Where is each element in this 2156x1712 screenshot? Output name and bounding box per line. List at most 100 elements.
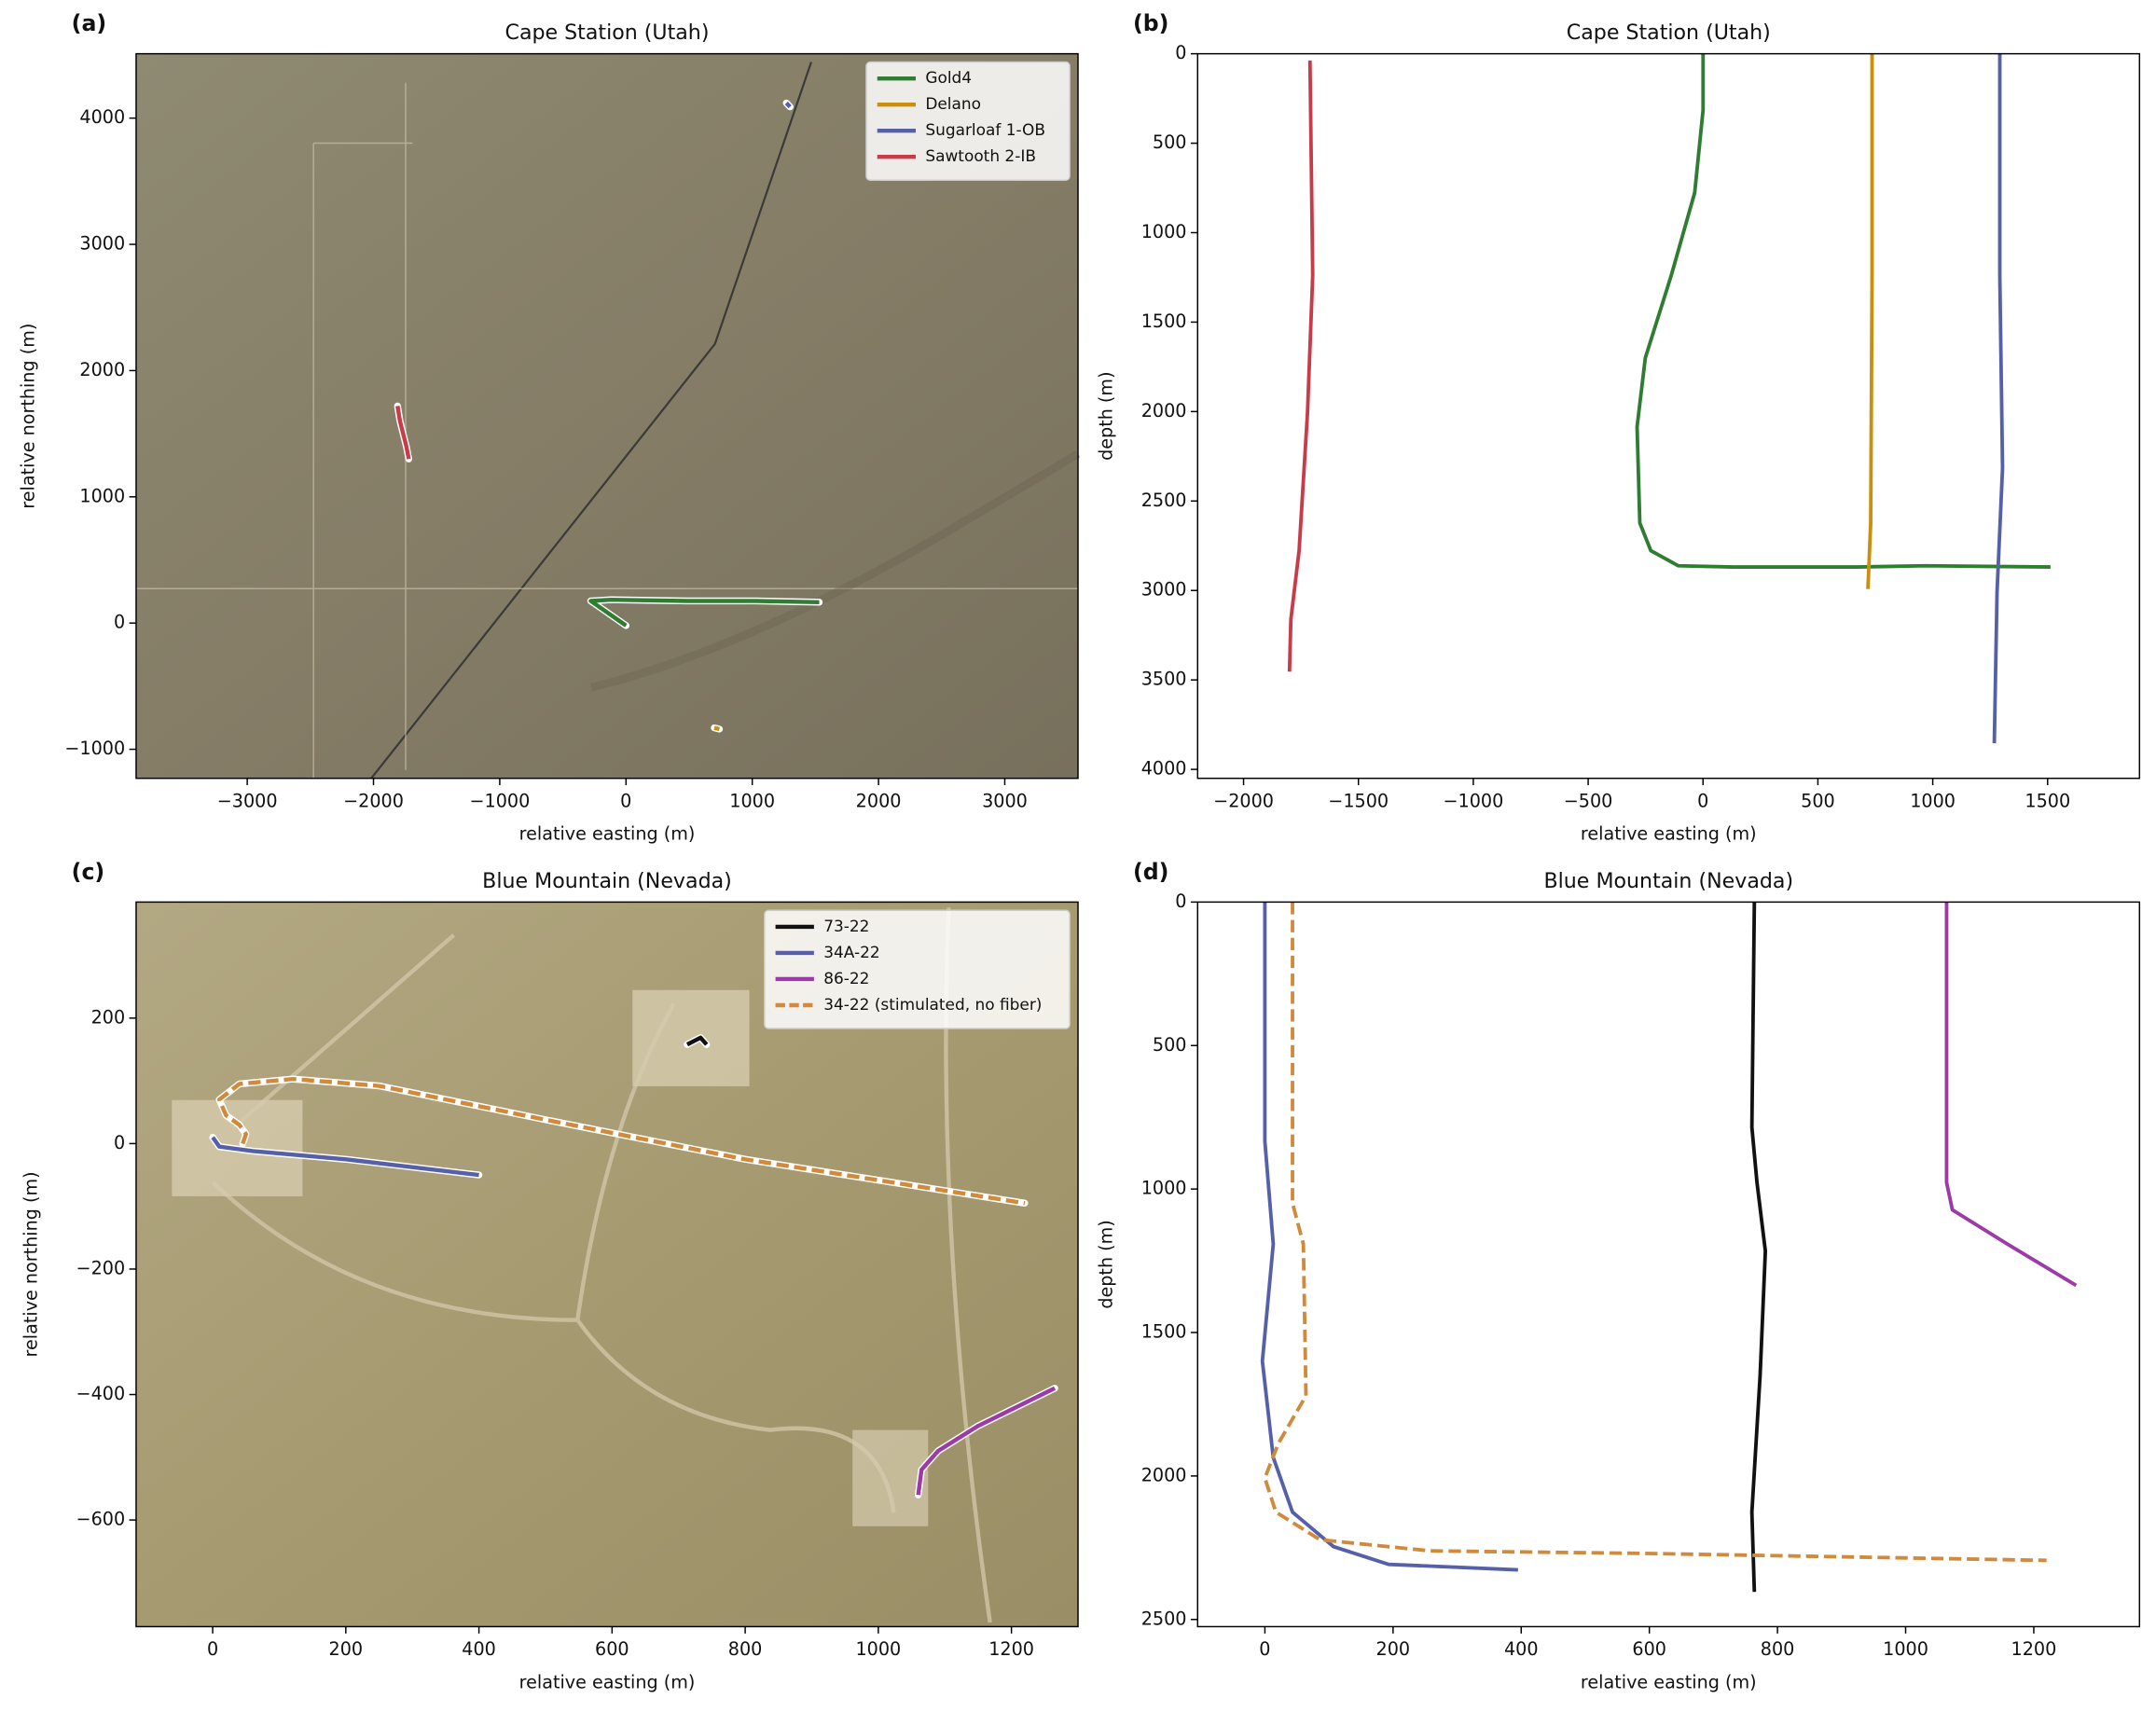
- panel-label: (d): [1133, 859, 1168, 885]
- chart-title: Blue Mountain (Nevada): [482, 869, 732, 893]
- x-tick-label: 0: [1259, 1638, 1270, 1660]
- x-tick-label: 600: [595, 1638, 629, 1660]
- y-tick-label: 1000: [79, 485, 125, 506]
- y-tick-label: 0: [1175, 891, 1186, 912]
- y-tick-label: −1000: [64, 738, 125, 759]
- legend-box: [865, 61, 1071, 182]
- x-tick-label: 0: [1697, 790, 1708, 811]
- x-tick-label: −3000: [217, 790, 278, 811]
- axes-frame: [1196, 901, 2141, 1628]
- x-tick-label: 1500: [2025, 790, 2070, 811]
- x-tick-label: 1000: [1883, 1638, 1928, 1660]
- x-tick-label: 400: [1504, 1638, 1539, 1660]
- y-tick-label: 1500: [1141, 311, 1187, 332]
- y-tick-label: 1000: [1141, 221, 1187, 242]
- well-trajectory: [1263, 902, 2047, 1563]
- x-tick-label: 200: [1376, 1638, 1411, 1660]
- x-tick-label: 1200: [988, 1638, 1034, 1660]
- y-tick-label: 2000: [1141, 400, 1187, 421]
- axes-frame: [1196, 52, 2141, 780]
- well-trajectory: [784, 101, 792, 109]
- well-trajectory: [211, 1136, 479, 1178]
- panel-label: (a): [72, 10, 106, 36]
- legend-label: Gold4: [925, 68, 972, 87]
- x-tick-label: 600: [1632, 1638, 1666, 1660]
- y-axis-label: depth (m): [1095, 371, 1116, 460]
- x-tick-label: −500: [1564, 790, 1613, 811]
- x-tick-label: 0: [620, 790, 631, 811]
- legend-label: Sugarloaf 1-OB: [925, 120, 1045, 139]
- y-tick-label: 500: [1153, 1034, 1187, 1056]
- well-trajectory: [1944, 902, 2078, 1288]
- y-tick-label: −200: [76, 1257, 126, 1278]
- y-tick-label: −400: [76, 1383, 126, 1404]
- y-axis-label: relative northing (m): [20, 1171, 41, 1357]
- legend-label: Sawtooth 2-IB: [925, 146, 1036, 165]
- y-tick-label: 0: [114, 1132, 125, 1153]
- y-axis-label: depth (m): [1095, 1220, 1116, 1308]
- y-tick-label: 4000: [1141, 758, 1187, 780]
- x-tick-label: −1000: [1443, 790, 1503, 811]
- x-axis-label: relative easting (m): [1581, 1671, 1757, 1692]
- x-tick-label: −1000: [469, 790, 530, 811]
- x-tick-label: 200: [329, 1638, 364, 1660]
- y-tick-label: −600: [76, 1509, 126, 1530]
- panel-label: (c): [72, 859, 105, 885]
- x-tick-label: 800: [1761, 1638, 1795, 1660]
- chart-title: Cape Station (Utah): [1567, 21, 1771, 45]
- well-trajectory: [1635, 53, 2051, 569]
- legend-label: Delano: [925, 94, 981, 113]
- y-tick-label: 0: [1175, 42, 1186, 63]
- axes-frame: [135, 52, 1079, 780]
- x-axis-label: relative easting (m): [519, 823, 696, 845]
- y-tick-label: 200: [91, 1006, 126, 1028]
- legend-label: 73-22: [823, 917, 869, 935]
- y-tick-label: 2000: [1141, 1464, 1187, 1485]
- legend-label: 86-22: [823, 969, 869, 987]
- legend-box: [764, 909, 1071, 1029]
- y-tick-label: 2000: [79, 359, 125, 380]
- x-axis-label: relative easting (m): [1581, 823, 1757, 845]
- x-axis-label: relative easting (m): [519, 1671, 696, 1692]
- y-tick-label: 2500: [1141, 1608, 1187, 1629]
- legend-label: 34-22 (stimulated, no fiber): [823, 995, 1042, 1014]
- well-trajectory: [395, 406, 411, 460]
- axes-frame: [135, 901, 1079, 1628]
- well-trajectory: [916, 1386, 1057, 1496]
- x-tick-label: 3000: [982, 790, 1028, 811]
- y-axis-label: relative northing (m): [17, 324, 38, 509]
- well-trajectory: [685, 1035, 709, 1047]
- y-tick-label: 3000: [1141, 579, 1187, 601]
- x-tick-label: 800: [728, 1638, 763, 1660]
- y-tick-label: 500: [1153, 131, 1187, 153]
- well-trajectory: [1749, 902, 1768, 1593]
- y-tick-label: 1000: [1141, 1178, 1187, 1199]
- well-trajectory: [1866, 53, 1874, 589]
- x-tick-label: −2000: [343, 790, 404, 811]
- y-tick-label: 3500: [1141, 669, 1187, 690]
- legend-label: 34A-22: [823, 943, 879, 961]
- x-tick-label: −1500: [1328, 790, 1389, 811]
- x-tick-label: 500: [1801, 790, 1835, 811]
- panel-label: (b): [1133, 10, 1168, 36]
- y-tick-label: 2500: [1141, 490, 1187, 511]
- well-trajectory: [1992, 53, 2005, 744]
- y-tick-label: 3000: [79, 233, 125, 255]
- x-tick-label: 400: [462, 1638, 496, 1660]
- chart-title: Cape Station (Utah): [505, 21, 710, 45]
- x-tick-label: 1000: [729, 790, 775, 811]
- x-tick-label: 0: [207, 1638, 218, 1660]
- chart-title: Blue Mountain (Nevada): [1543, 869, 1793, 893]
- y-tick-label: 4000: [79, 106, 125, 128]
- x-tick-label: 1000: [855, 1638, 901, 1660]
- x-tick-label: 2000: [856, 790, 902, 811]
- x-tick-label: −2000: [1213, 790, 1274, 811]
- well-trajectory: [216, 1076, 1026, 1206]
- well-trajectory: [588, 597, 820, 628]
- well-trajectory: [713, 725, 720, 732]
- y-tick-label: 0: [114, 612, 125, 633]
- y-tick-label: 1500: [1141, 1321, 1187, 1343]
- well-trajectory: [1287, 60, 1315, 672]
- x-tick-label: 1200: [2011, 1638, 2057, 1660]
